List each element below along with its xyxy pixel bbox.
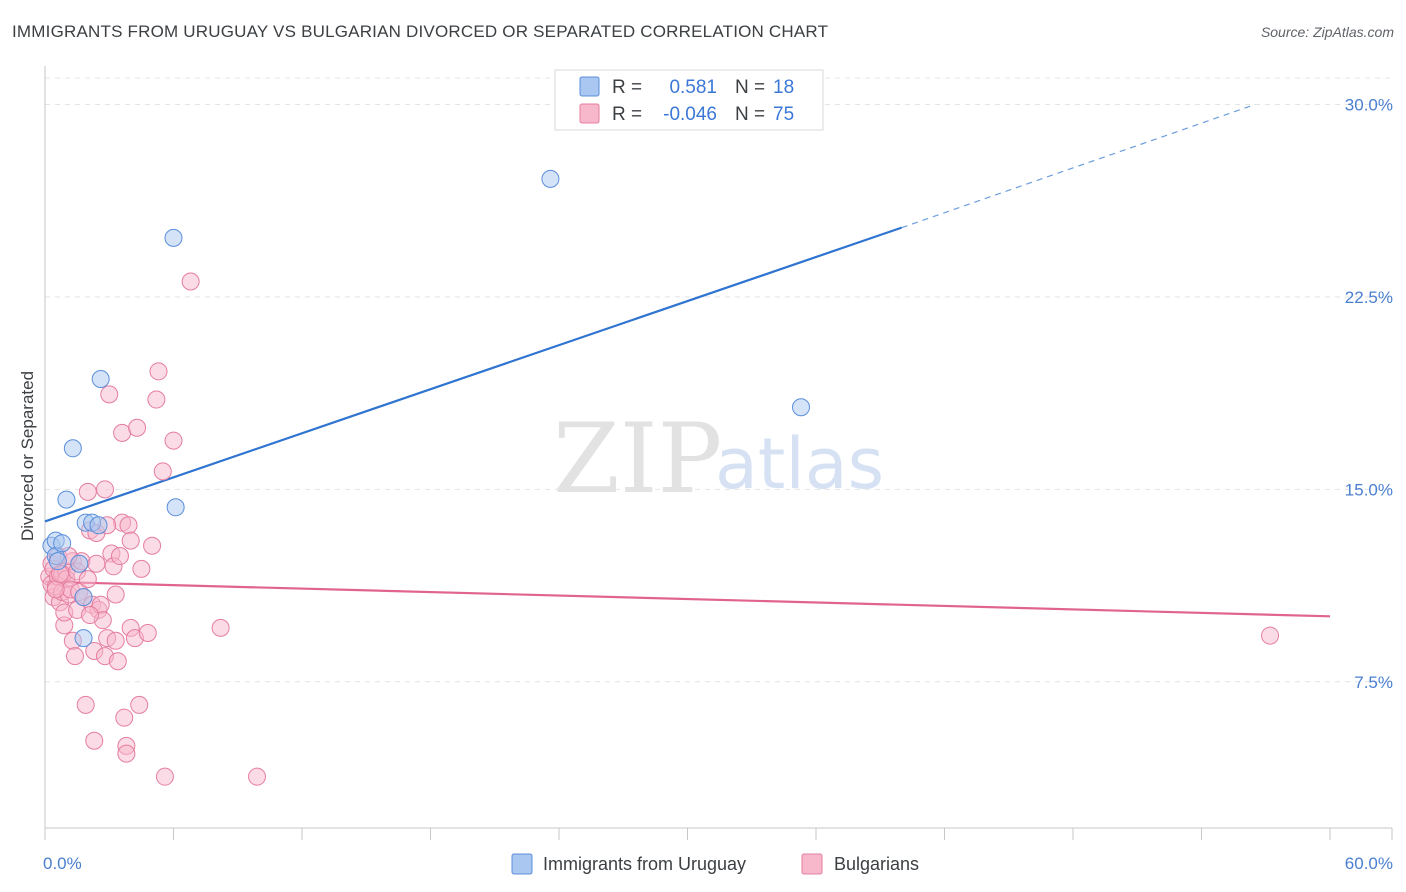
legend-n-value: 18 [773, 77, 794, 98]
point-bulgarians [153, 462, 172, 481]
point-bulgarians [78, 482, 97, 501]
point-bulgarians [248, 767, 267, 786]
x-tick-label-min: 0.0% [43, 854, 82, 873]
data-points [40, 169, 1280, 786]
trend-lines [44, 103, 1331, 618]
x-tick-label-max: 60.0% [1345, 854, 1393, 873]
point-uruguay [74, 588, 93, 607]
point-bulgarians [117, 744, 136, 763]
axes [44, 66, 1393, 840]
source-credit: Source: ZipAtlas.com [1260, 24, 1394, 40]
legend-bottom-swatch-uruguay [511, 853, 533, 875]
point-bulgarians [138, 624, 157, 643]
trend-line-bulgarians [44, 580, 1331, 618]
point-bulgarians [119, 516, 138, 535]
point-bulgarians [1261, 626, 1280, 645]
legend-n-label: N = [735, 104, 765, 125]
point-bulgarians [143, 536, 162, 555]
point-uruguay [48, 552, 67, 571]
point-bulgarians [65, 647, 84, 666]
point-bulgarians [115, 708, 134, 727]
y-tick-label: 30.0% [1345, 95, 1393, 114]
point-uruguay [166, 498, 185, 517]
watermark-atlas: atlas [715, 423, 884, 505]
point-bulgarians [164, 431, 183, 450]
point-bulgarians [46, 580, 65, 599]
point-uruguay [792, 398, 811, 417]
legend-bottom-uruguay: Immigrants from Uruguay [543, 854, 746, 874]
chart-title: IMMIGRANTS FROM URUGUAY VS BULGARIAN DIV… [12, 22, 829, 41]
point-bulgarians [108, 652, 127, 671]
point-uruguay [57, 490, 76, 509]
legend-r-label: R = [612, 104, 642, 125]
legend-swatch-bulgarians [579, 103, 600, 124]
point-bulgarians [211, 618, 230, 637]
legend-swatch-uruguay [579, 76, 600, 97]
legend-r-value: -0.046 [663, 104, 717, 125]
point-bulgarians [128, 418, 147, 437]
point-uruguay [164, 228, 183, 247]
watermark-zip: ZIP [553, 403, 722, 515]
legend-n-value: 75 [773, 104, 794, 125]
legend-r-value: 0.581 [669, 77, 717, 98]
point-uruguay [91, 370, 110, 389]
point-uruguay [53, 534, 72, 553]
legend-n-label: N = [735, 77, 765, 98]
watermark: ZIP atlas [553, 403, 884, 515]
y-tick-label: 22.5% [1345, 288, 1393, 307]
y-tick-label: 7.5% [1354, 673, 1393, 692]
point-bulgarians [106, 585, 125, 604]
y-axis-label: Divorced or Separated [18, 371, 37, 541]
point-bulgarians [80, 606, 99, 625]
legend-bottom-bulgarians: Bulgarians [834, 854, 919, 874]
tick-labels: 7.5% 15.0% 22.5% 30.0% 0.0% 60.0% [43, 95, 1393, 873]
point-bulgarians [87, 554, 106, 573]
point-uruguay [541, 169, 560, 188]
point-bulgarians [106, 631, 125, 650]
point-bulgarians [95, 480, 114, 499]
legend-bottom: Immigrants from Uruguay Bulgarians [511, 853, 919, 875]
point-uruguay [89, 516, 108, 535]
trend-line-uruguay [44, 226, 903, 523]
point-bulgarians [132, 559, 151, 578]
legend-bottom-swatch-bulgarians [801, 853, 823, 875]
point-bulgarians [130, 695, 149, 714]
point-bulgarians [181, 272, 200, 291]
point-bulgarians [76, 695, 95, 714]
point-bulgarians [110, 547, 129, 566]
point-bulgarians [149, 362, 168, 381]
trend-line-uruguay-extension [901, 103, 1256, 229]
y-tick-label: 15.0% [1345, 480, 1393, 499]
gridlines [45, 77, 1392, 683]
point-bulgarians [78, 570, 97, 589]
legend-top: R = 0.581 N = 18 R = -0.046 N = 75 [554, 69, 824, 131]
point-bulgarians [121, 531, 140, 550]
point-uruguay [70, 554, 89, 573]
point-uruguay [63, 439, 82, 458]
point-bulgarians [100, 385, 119, 404]
legend-r-label: R = [612, 77, 642, 98]
point-bulgarians [155, 767, 174, 786]
point-bulgarians [85, 731, 104, 750]
point-bulgarians [113, 423, 132, 442]
point-uruguay [74, 629, 93, 648]
point-bulgarians [147, 390, 166, 409]
